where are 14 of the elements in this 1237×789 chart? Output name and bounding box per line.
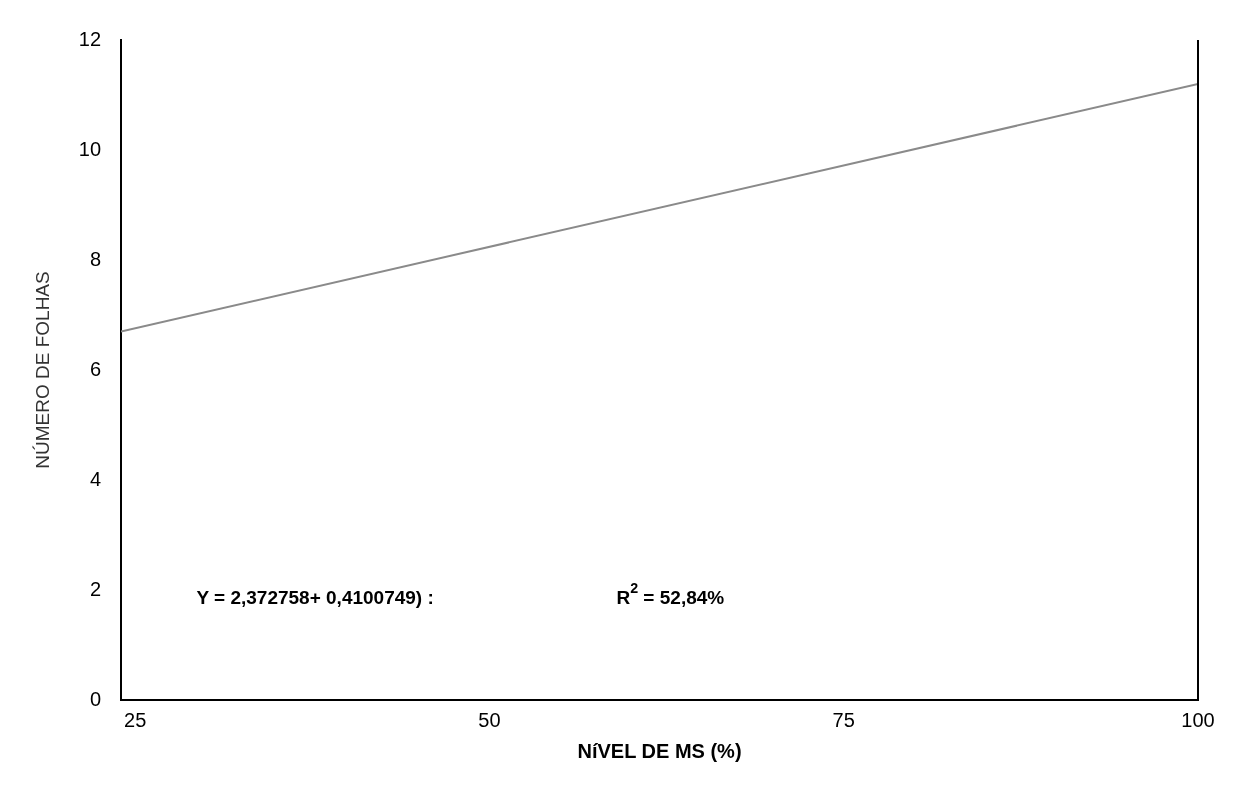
y-tick-label: 8	[89, 247, 102, 270]
y-tick-label: 0	[89, 687, 102, 710]
x-tick-label: 100	[1181, 708, 1215, 731]
x-axis-title: NíVEL DE MS (%)	[577, 739, 742, 762]
y-tick-label: 2	[89, 577, 102, 600]
x-tick-label: 50	[478, 708, 501, 731]
x-tick-label: 75	[832, 708, 855, 731]
x-tick-label: 25	[124, 708, 147, 731]
y-tick-label: 6	[89, 357, 102, 380]
y-tick-label: 4	[89, 467, 102, 490]
y-tick-label: 10	[78, 137, 102, 160]
y-axis-title: NÚMERO DE FOLHAS	[31, 271, 53, 469]
annotation: Y = 2,372758+ 0,4100749) :	[196, 587, 434, 609]
y-tick-label: 12	[78, 27, 102, 50]
